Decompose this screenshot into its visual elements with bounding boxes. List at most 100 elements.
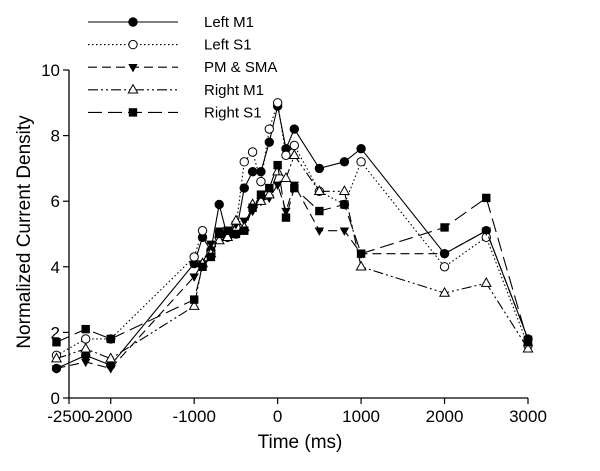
data-point (80, 358, 91, 368)
data-point (265, 183, 274, 193)
data-point (289, 124, 300, 134)
x-axis-title: Time (ms) (258, 432, 343, 453)
data-point (223, 226, 232, 235)
data-point (356, 157, 366, 167)
data-point (213, 234, 225, 245)
data-point (255, 194, 267, 205)
x-tick-label: -1000 (172, 407, 215, 426)
data-point (438, 286, 451, 297)
data-point (280, 172, 292, 182)
data-point (197, 226, 208, 236)
data-point (206, 252, 216, 262)
data-point (128, 108, 138, 117)
data-point (206, 240, 216, 250)
data-point (81, 324, 90, 334)
data-point (105, 352, 117, 363)
data-point (356, 249, 366, 258)
data-point (439, 262, 450, 272)
y-axis-title: Normalized Current Density (14, 115, 35, 349)
legend-item: Right M1 (88, 82, 264, 99)
data-point (214, 199, 224, 210)
data-point (248, 203, 257, 212)
series-right-s1 (52, 160, 533, 347)
data-point (313, 185, 325, 196)
legend-label: Right M1 (204, 82, 264, 99)
data-point (482, 193, 491, 203)
data-point (239, 183, 249, 193)
data-point (480, 276, 492, 287)
data-point (339, 157, 350, 167)
x-tick-label: -2500 (47, 407, 90, 426)
data-point (339, 227, 350, 236)
data-point (256, 190, 266, 199)
data-point (80, 342, 92, 353)
y-tick-label: 0 (51, 389, 60, 408)
data-point (189, 273, 199, 282)
data-point (314, 227, 325, 236)
x-tick-label: 2000 (426, 407, 464, 426)
data-point (281, 150, 291, 160)
data-point (106, 334, 115, 344)
data-point (80, 334, 91, 344)
data-point (106, 365, 116, 374)
data-point (128, 39, 138, 50)
data-point (272, 181, 283, 190)
series-line (56, 162, 529, 343)
data-point (355, 260, 367, 271)
data-point (315, 206, 324, 216)
data-point (272, 165, 284, 176)
data-point (198, 262, 207, 271)
data-point (222, 231, 234, 241)
data-point (215, 229, 224, 239)
data-point (481, 227, 491, 236)
x-tick-label: 3000 (509, 407, 547, 426)
data-point (128, 17, 138, 27)
series-line (56, 102, 529, 356)
data-point (52, 338, 61, 347)
data-point (256, 166, 266, 177)
data-point (288, 149, 300, 159)
data-point (523, 338, 533, 347)
data-point (247, 147, 258, 157)
data-point (340, 200, 349, 209)
series-pm-sma (51, 181, 533, 374)
x-tick-label: 1000 (342, 407, 380, 426)
data-point (440, 223, 449, 232)
data-point (50, 352, 63, 363)
data-point (439, 250, 450, 259)
y-tick-label: 4 (51, 258, 60, 277)
data-point (239, 157, 249, 167)
data-point (51, 365, 62, 374)
x-tick-label: -2000 (89, 407, 132, 426)
series-line (56, 183, 529, 370)
data-point (128, 64, 138, 73)
data-point (189, 295, 199, 304)
legend-item: PM & SMA (88, 59, 277, 76)
data-point (188, 299, 200, 310)
series-left-s1 (51, 98, 533, 361)
legend-item: Left S1 (88, 37, 252, 54)
legend-label: Left S1 (204, 37, 252, 54)
legend-label: Right S1 (204, 104, 262, 121)
data-point (356, 144, 366, 154)
data-point (189, 252, 199, 262)
series-layer (50, 98, 534, 374)
data-point (231, 229, 241, 239)
data-point (522, 342, 534, 353)
data-point (272, 98, 283, 108)
data-point (273, 160, 282, 170)
data-point (127, 83, 139, 94)
legend-label: PM & SMA (204, 59, 277, 76)
legend-item: Left M1 (88, 14, 254, 31)
legend-label: Left M1 (204, 14, 254, 31)
legend-item: Right S1 (88, 104, 262, 121)
data-point (247, 166, 258, 177)
data-point (263, 188, 275, 199)
y-tick-label: 2 (51, 323, 60, 342)
data-point (264, 124, 274, 134)
legend: Left M1 Left S1 PM & SMA Right M1 Right S1 (88, 14, 277, 121)
data-point (290, 183, 299, 193)
y-tick-label: 6 (51, 192, 60, 211)
data-point (289, 140, 300, 151)
